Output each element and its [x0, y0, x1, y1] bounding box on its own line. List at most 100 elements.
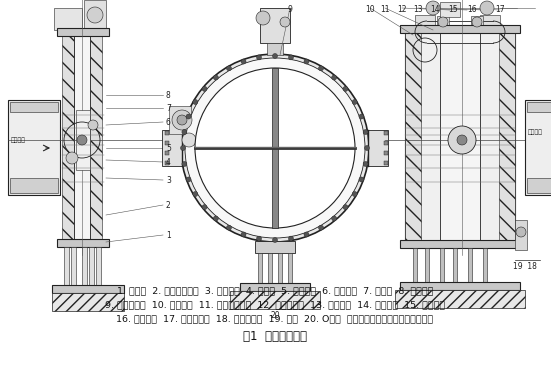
Bar [405, 30, 421, 245]
Bar [260, 8, 290, 43]
Circle shape [273, 53, 278, 58]
Text: 2: 2 [166, 200, 171, 209]
Bar [400, 240, 520, 248]
Circle shape [226, 225, 231, 230]
Circle shape [365, 145, 370, 150]
Bar [96, 247, 101, 287]
Circle shape [213, 75, 218, 80]
Circle shape [185, 58, 365, 238]
Text: 4: 4 [166, 157, 171, 166]
Bar [368, 130, 388, 166]
Bar [57, 239, 109, 247]
Bar [527, 178, 551, 193]
Circle shape [241, 232, 246, 237]
Circle shape [280, 17, 290, 27]
Bar [480, 15, 500, 30]
Bar [90, 30, 102, 245]
Bar [440, 248, 444, 283]
Circle shape [304, 232, 309, 237]
Circle shape [289, 55, 294, 60]
Bar [165, 151, 169, 155]
Bar [278, 253, 282, 283]
Bar [8, 100, 60, 195]
Text: 图1  蝶阀成套装置: 图1 蝶阀成套装置 [243, 330, 307, 343]
Circle shape [202, 205, 207, 210]
Circle shape [352, 99, 357, 104]
Bar [384, 151, 388, 155]
Circle shape [480, 1, 494, 15]
Bar [437, 16, 449, 28]
Text: 5: 5 [166, 144, 171, 153]
Circle shape [256, 11, 270, 25]
Bar [395, 290, 525, 308]
Circle shape [289, 236, 294, 241]
Text: 7: 7 [166, 104, 171, 113]
Circle shape [332, 216, 337, 221]
Bar [468, 248, 472, 283]
Circle shape [182, 129, 187, 135]
Circle shape [343, 86, 348, 91]
Circle shape [202, 86, 207, 91]
Bar [230, 291, 320, 309]
Bar [440, 30, 480, 245]
Bar [10, 102, 58, 112]
Bar [165, 141, 169, 145]
Text: 16. 旁通弯管  17. 上游连接管  18. 压力传感器  19. 球阀  20. O形圈  （本图未给出液压站和蓄能器组）: 16. 旁通弯管 17. 上游连接管 18. 压力传感器 19. 球阀 20. … [116, 314, 434, 323]
Circle shape [193, 191, 198, 196]
Circle shape [318, 225, 323, 230]
Circle shape [241, 59, 246, 64]
Circle shape [448, 126, 476, 154]
Bar [400, 25, 520, 33]
Bar [272, 68, 278, 228]
Circle shape [66, 152, 78, 164]
Text: 9: 9 [288, 5, 293, 14]
Bar [453, 248, 457, 283]
Circle shape [516, 227, 526, 237]
Text: 9. 下游连接管  10. 手动蝶阀  11. 快速进排气阀  12. 旁通伸缩节  13. 电动蝶阀  14. 旁通直管  15. 手动蝶阀: 9. 下游连接管 10. 手动蝶阀 11. 快速进排气阀 12. 旁通伸缩节 1… [105, 300, 445, 309]
Circle shape [426, 1, 440, 15]
Bar [384, 131, 388, 135]
Circle shape [87, 7, 103, 23]
Text: 14: 14 [430, 5, 440, 14]
Bar [440, 2, 460, 17]
Text: 15: 15 [448, 5, 458, 14]
Text: 全闭磁霍: 全闭磁霍 [11, 137, 26, 143]
Text: 全闭磁靠: 全闭磁靠 [528, 129, 543, 135]
Circle shape [88, 120, 98, 130]
Text: 1: 1 [166, 230, 171, 239]
Bar [499, 30, 515, 245]
Text: 3: 3 [166, 175, 171, 184]
Bar [162, 130, 182, 166]
Bar [165, 131, 169, 135]
Bar [52, 285, 124, 293]
Bar [425, 248, 429, 283]
Circle shape [172, 110, 192, 130]
Circle shape [257, 236, 262, 241]
Circle shape [257, 55, 262, 60]
Bar [384, 141, 388, 145]
Circle shape [193, 99, 198, 104]
Circle shape [359, 114, 364, 119]
Circle shape [181, 54, 369, 242]
Circle shape [182, 162, 187, 166]
Circle shape [186, 177, 191, 182]
Bar [82, 247, 87, 287]
Circle shape [457, 135, 467, 145]
Bar [52, 293, 124, 311]
Circle shape [472, 17, 482, 27]
Circle shape [77, 135, 87, 145]
Text: 17: 17 [495, 5, 505, 14]
Text: 1. 连接管  2. 排水手动闸阀  3. 青铜炬塞  4. 进人门  5. 混动益証  6. 主伸缩节  7. 连杆体  8. 液动蝶阀: 1. 连接管 2. 排水手动闸阀 3. 青铜炬塞 4. 进人门 5. 混动益証 … [117, 286, 433, 295]
Bar [268, 253, 272, 283]
Circle shape [195, 68, 355, 228]
Circle shape [438, 17, 448, 27]
Bar [54, 8, 82, 30]
Bar [10, 178, 58, 193]
Bar [384, 161, 388, 165]
Text: 10: 10 [365, 5, 375, 14]
Bar [405, 30, 515, 245]
Text: 13: 13 [413, 5, 423, 14]
Bar [288, 253, 292, 283]
Circle shape [177, 115, 187, 125]
Circle shape [226, 66, 231, 71]
